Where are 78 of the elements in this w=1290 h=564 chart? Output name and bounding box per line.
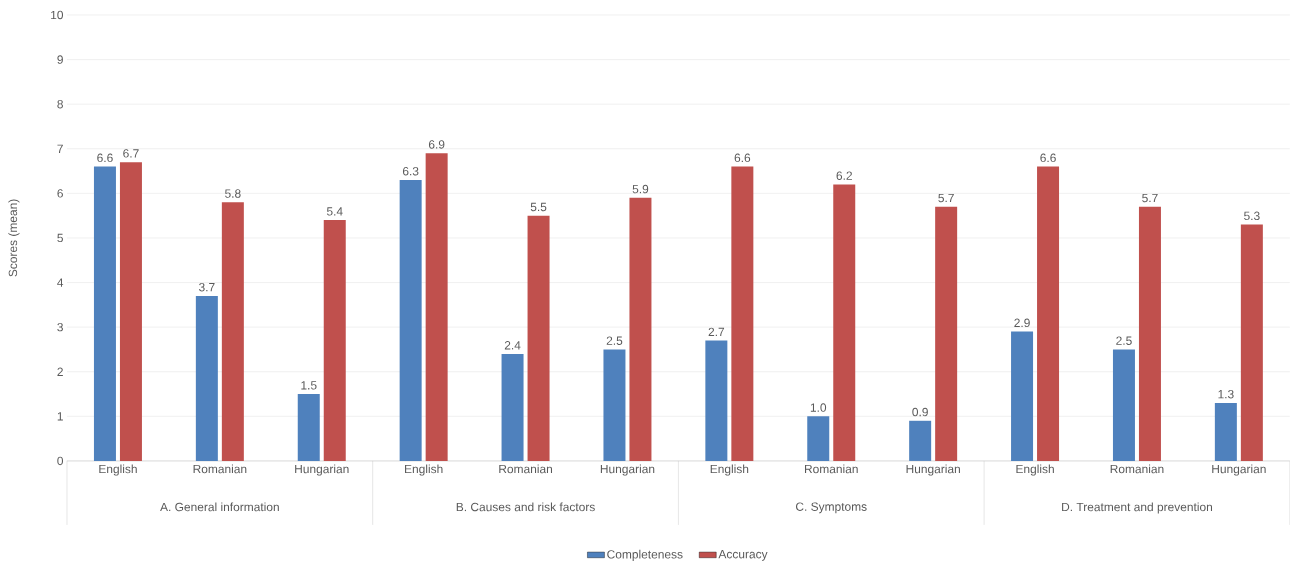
x-tick-label: English xyxy=(405,464,443,476)
y-tick-label: 0 xyxy=(57,456,64,466)
bar xyxy=(603,349,626,461)
y-tick-label: 3 xyxy=(57,322,63,332)
data-label: 5.8 xyxy=(225,189,241,198)
bar xyxy=(527,215,550,461)
data-label: 1.0 xyxy=(810,403,827,412)
bar xyxy=(425,153,448,461)
data-label: 6.2 xyxy=(836,171,852,180)
bar xyxy=(93,166,116,461)
bar xyxy=(119,162,142,461)
bar xyxy=(1240,224,1263,461)
bar xyxy=(1214,402,1237,461)
bar xyxy=(221,202,244,461)
data-label: 2.5 xyxy=(1116,336,1132,345)
y-tick-label: 7 xyxy=(57,144,63,153)
data-label: 6.9 xyxy=(428,140,445,149)
data-label: 2.5 xyxy=(606,336,623,345)
data-label: 6.7 xyxy=(123,149,139,158)
bar xyxy=(1011,331,1034,461)
data-label: 2.7 xyxy=(708,327,725,337)
x-tick-label: Hungarian xyxy=(906,464,960,476)
y-axis-title: Scores (mean) xyxy=(8,199,20,277)
y-tick-label: 4 xyxy=(57,278,64,287)
x-tick-label: Romanian xyxy=(499,464,553,474)
x-tick-label: Romanian xyxy=(804,464,858,474)
bar xyxy=(909,420,932,461)
x-tick-label: Hungarian xyxy=(295,464,349,476)
x-tick-label: Romanian xyxy=(1110,464,1164,474)
y-tick-label: 8 xyxy=(57,99,63,109)
y-tick-label: 1 xyxy=(57,412,63,421)
y-tick-label: 6 xyxy=(57,189,63,198)
bar xyxy=(705,340,728,461)
data-label: 5.9 xyxy=(632,184,649,194)
x-tick-label: English xyxy=(1016,464,1054,476)
bar xyxy=(1037,166,1060,461)
data-label: 2.4 xyxy=(504,341,521,350)
data-label: 5.7 xyxy=(1142,193,1158,203)
y-tick-label: 5 xyxy=(57,233,63,243)
legend-label: Completeness xyxy=(607,549,683,561)
bar xyxy=(731,166,754,461)
x-tick-label: Romanian xyxy=(193,464,247,474)
text: C. Symptoms xyxy=(796,502,867,514)
data-label: 1.5 xyxy=(301,381,317,390)
bar xyxy=(807,416,830,461)
text: B. Causes and risk factors xyxy=(456,502,595,512)
data-label: 6.6 xyxy=(734,153,751,163)
bar xyxy=(833,184,856,461)
data-label: 6.6 xyxy=(97,153,113,163)
bar xyxy=(297,394,320,461)
data-label: 1.3 xyxy=(1218,389,1234,399)
data-label: 6.3 xyxy=(402,167,419,176)
data-label: 2.9 xyxy=(1014,318,1030,328)
bar xyxy=(629,197,652,461)
x-tick-label: English xyxy=(99,464,137,476)
bar xyxy=(323,220,346,461)
bar xyxy=(1138,206,1161,461)
data-label: 3.7 xyxy=(199,282,215,292)
data-label: 5.3 xyxy=(1244,211,1260,221)
x-tick-label: Hungarian xyxy=(1212,464,1266,476)
bar xyxy=(399,180,422,461)
data-label: 5.5 xyxy=(530,202,547,212)
y-tick-label: 2 xyxy=(57,367,63,376)
data-label: 5.4 xyxy=(326,207,343,216)
data-label: 6.6 xyxy=(1040,153,1056,163)
x-tick-label: English xyxy=(710,464,749,476)
bar xyxy=(195,295,218,461)
bar xyxy=(501,353,524,461)
text: D. Treatment and prevention xyxy=(1062,502,1213,514)
text: A. General information xyxy=(160,502,279,512)
data-label: 5.7 xyxy=(938,193,954,203)
x-tick-label: Hungarian xyxy=(600,464,655,476)
bar xyxy=(935,206,958,461)
legend-label: Accuracy xyxy=(718,550,768,561)
bar xyxy=(1112,349,1135,461)
data-label: 0.9 xyxy=(912,407,928,417)
y-tick-label: 10 xyxy=(51,10,64,20)
y-tick-label: 9 xyxy=(57,55,63,64)
